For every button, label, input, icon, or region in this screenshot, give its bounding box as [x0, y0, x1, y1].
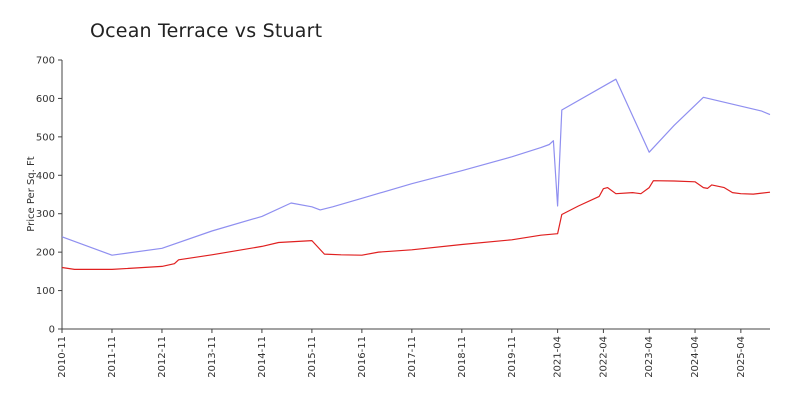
y-tick-label: 600 — [36, 94, 55, 105]
x-tick-label: 2015-11 — [307, 336, 318, 378]
y-tick-label: 500 — [36, 132, 55, 143]
x-tick-label: 2012-11 — [157, 336, 168, 378]
x-tick-label: 2024-04 — [690, 336, 701, 378]
x-tick-label: 2018-11 — [457, 336, 468, 378]
y-tick-label: 400 — [36, 171, 55, 182]
series-line-1 — [61, 78, 771, 256]
x-tick-label: 2016-11 — [357, 336, 368, 378]
x-tick-label: 2014-11 — [257, 336, 268, 378]
x-tick-label: 2021-04 — [553, 336, 564, 378]
x-tick-label: 2019-11 — [507, 336, 518, 378]
y-tick-label: 700 — [36, 56, 55, 67]
x-tick-label: 2025-04 — [736, 336, 747, 378]
x-tick-label: 2011-11 — [107, 336, 118, 378]
series-layer — [61, 78, 771, 270]
x-tick-label: 2013-11 — [207, 336, 218, 378]
y-axis-ticks: 0 100 200 300 400 500 600 700 — [36, 56, 62, 336]
x-tick-label: 2023-04 — [644, 336, 655, 378]
chart-title: Ocean Terrace vs Stuart — [90, 20, 323, 42]
x-axis-ticks: 2010-11 2011-11 2012-11 2013-11 2014-11 2015-… — [57, 329, 747, 378]
y-axis-label: Price Per Sq. Ft — [26, 156, 37, 231]
y-tick-label: 200 — [36, 248, 55, 259]
x-tick-label: 2022-04 — [598, 336, 609, 378]
y-tick-label: 100 — [36, 286, 55, 297]
series-line-2 — [61, 180, 771, 270]
y-tick-label: 0 — [49, 325, 55, 336]
chart-axes — [61, 60, 770, 330]
y-tick-label: 300 — [36, 209, 55, 220]
x-tick-label: 2010-11 — [57, 336, 68, 378]
x-tick-label: 2017-11 — [407, 336, 418, 378]
